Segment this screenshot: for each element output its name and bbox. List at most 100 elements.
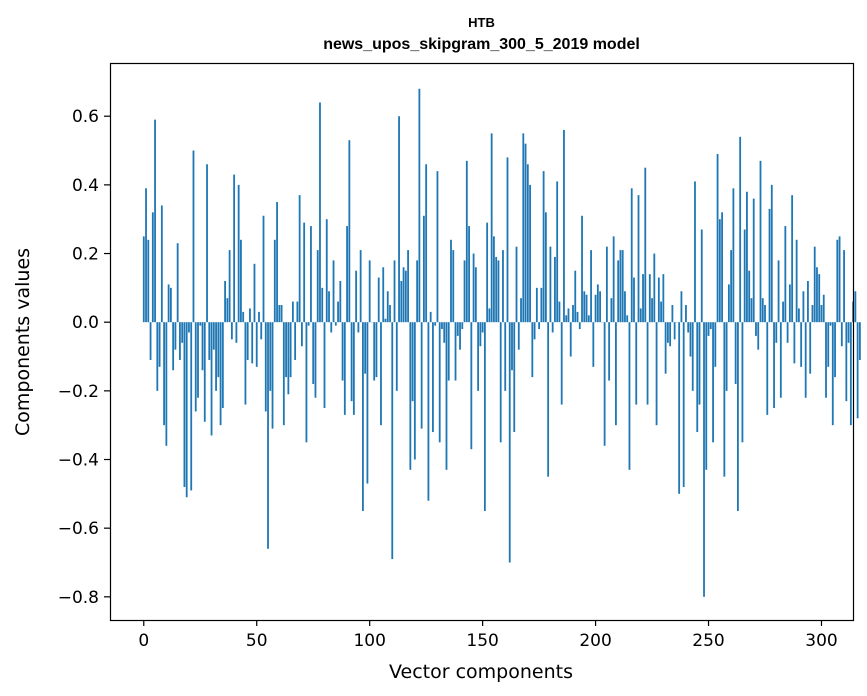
bar xyxy=(669,322,672,347)
bar xyxy=(237,184,240,323)
bar xyxy=(185,322,188,498)
bar xyxy=(206,164,208,323)
bar xyxy=(743,229,746,323)
bar xyxy=(316,250,319,323)
bar xyxy=(836,239,839,323)
bar xyxy=(680,291,683,323)
bar xyxy=(176,243,179,323)
bar xyxy=(538,322,541,330)
bar xyxy=(409,322,412,470)
bar xyxy=(502,250,504,323)
bar xyxy=(219,322,222,426)
bar xyxy=(750,298,753,323)
bar xyxy=(416,260,419,323)
bar xyxy=(617,260,620,323)
bar xyxy=(605,246,608,323)
bar xyxy=(474,267,477,323)
bar xyxy=(714,322,717,367)
bar xyxy=(565,315,568,323)
bar xyxy=(730,250,733,323)
x-tick-label: 100 xyxy=(353,631,385,651)
bar xyxy=(723,322,726,477)
bar xyxy=(673,322,676,340)
bar xyxy=(705,322,708,470)
bar xyxy=(807,280,809,323)
bar xyxy=(192,150,195,323)
bar xyxy=(199,322,202,326)
bar xyxy=(432,322,434,433)
bar xyxy=(646,322,649,405)
bar xyxy=(183,322,186,487)
bar xyxy=(524,143,527,323)
bar xyxy=(547,322,550,477)
chart-subtitle: news_upos_skipgram_300_5_2019 model xyxy=(323,36,640,53)
bar xyxy=(298,195,301,323)
bar xyxy=(709,322,712,330)
bar xyxy=(653,253,656,323)
bar xyxy=(201,322,204,371)
bar xyxy=(314,322,317,398)
bar xyxy=(784,226,787,323)
bar xyxy=(630,188,633,323)
bar xyxy=(389,305,391,323)
bar xyxy=(563,129,565,323)
x-axis-label: Vector components xyxy=(389,661,573,683)
bar xyxy=(215,322,217,391)
bar xyxy=(179,322,181,360)
bar xyxy=(307,322,310,326)
bar xyxy=(267,322,269,549)
bar xyxy=(312,322,315,384)
bar xyxy=(633,277,635,323)
bar xyxy=(811,305,814,323)
bar xyxy=(253,263,256,323)
bar xyxy=(264,322,267,412)
bar xyxy=(560,322,563,405)
bar xyxy=(352,322,355,415)
bar xyxy=(506,157,509,323)
bar xyxy=(578,322,581,330)
bar xyxy=(481,322,484,333)
bar xyxy=(217,322,220,378)
bar xyxy=(285,322,287,378)
bar xyxy=(773,322,775,409)
bar xyxy=(685,305,687,323)
bar xyxy=(838,236,841,323)
bar xyxy=(583,291,586,323)
x-tick-label: 50 xyxy=(246,631,268,651)
bar xyxy=(694,181,696,323)
bar xyxy=(147,239,150,323)
bar xyxy=(262,215,265,323)
bar xyxy=(840,322,843,347)
bar xyxy=(615,322,617,426)
bars-group xyxy=(142,88,861,597)
bar xyxy=(712,322,714,443)
bar xyxy=(499,322,502,443)
bar xyxy=(350,322,353,402)
x-axis-ticks: 0 50 100 150 200 250 300 xyxy=(138,620,838,651)
bar xyxy=(612,236,615,323)
bar xyxy=(581,215,583,323)
bar xyxy=(779,322,782,398)
bar xyxy=(849,322,852,426)
bar xyxy=(752,198,755,323)
bar xyxy=(323,322,326,409)
bar xyxy=(786,322,789,343)
bar xyxy=(707,322,710,336)
bar xyxy=(404,270,407,323)
bar xyxy=(269,322,272,391)
bar xyxy=(337,301,339,323)
bar xyxy=(825,322,827,398)
bar xyxy=(425,164,428,323)
bar xyxy=(761,298,764,323)
bar xyxy=(734,322,737,384)
bar xyxy=(407,250,409,323)
bar xyxy=(488,308,491,323)
bar xyxy=(809,322,812,374)
bar xyxy=(459,322,461,350)
bar xyxy=(151,212,154,323)
bar xyxy=(386,291,389,323)
bar xyxy=(820,305,823,323)
bar xyxy=(228,250,231,323)
y-axis-ticks: −0.8 −0.6 −0.4 −0.2 0.0 0.2 0.4 0.6 xyxy=(58,107,110,608)
